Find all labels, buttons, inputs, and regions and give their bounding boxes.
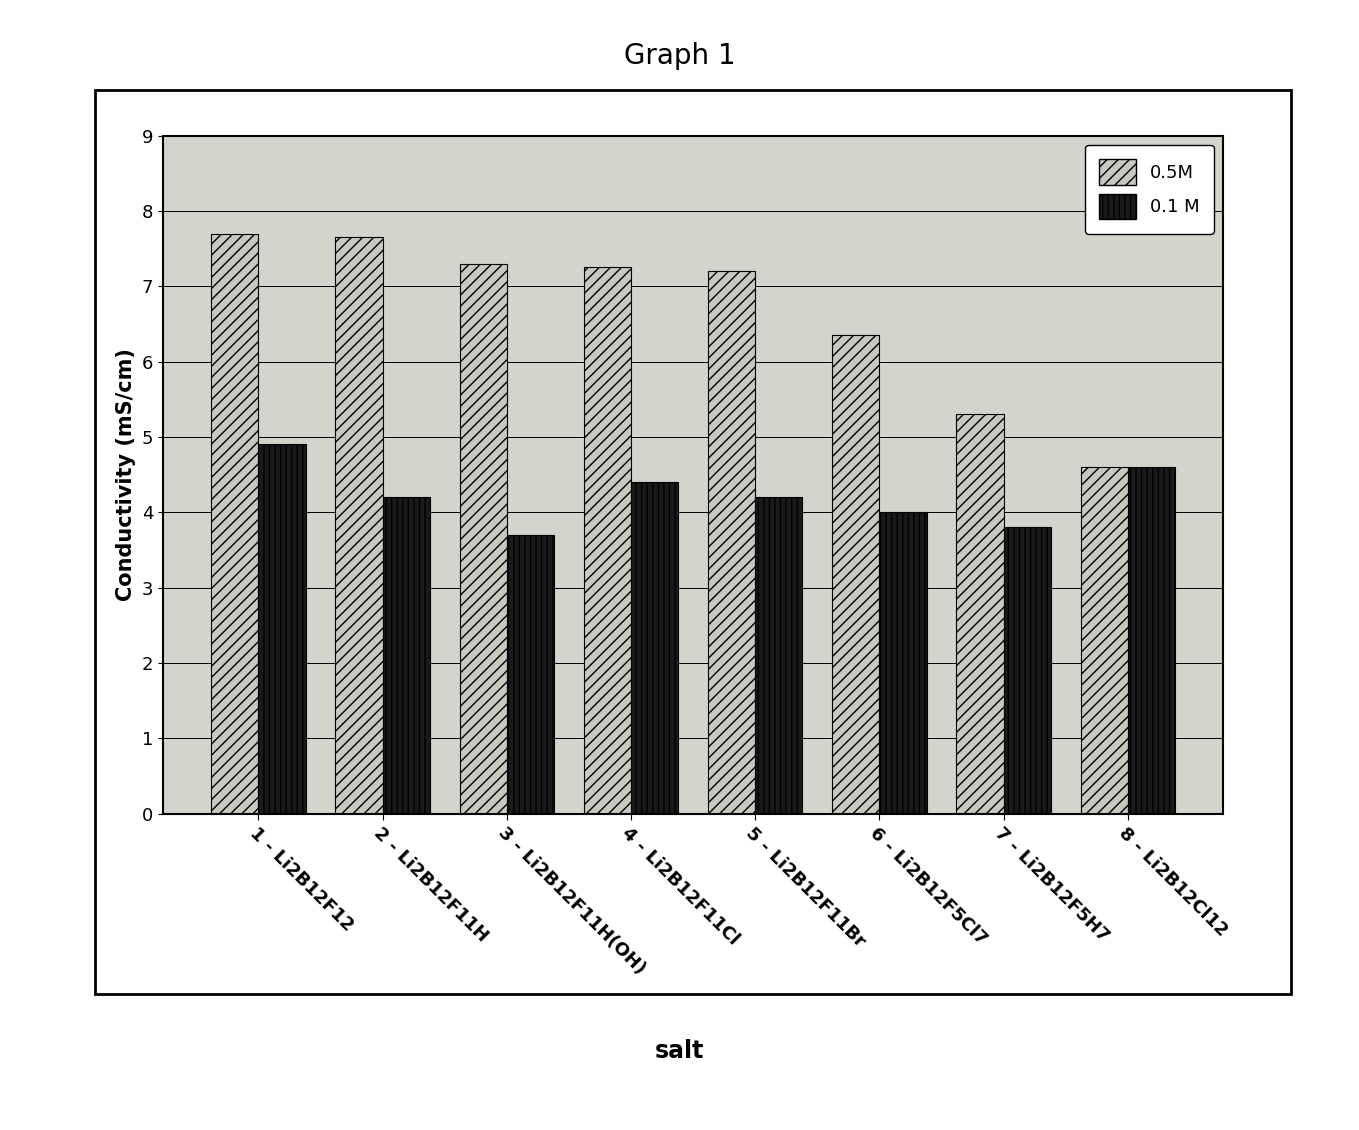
Bar bbox=[1128, 467, 1176, 814]
Legend: 0.5M, 0.1 M: 0.5M, 0.1 M bbox=[1084, 145, 1214, 234]
Bar bbox=[832, 336, 879, 814]
Bar bbox=[1080, 467, 1128, 814]
Bar bbox=[756, 497, 802, 814]
Y-axis label: Conductivity (mS/cm): Conductivity (mS/cm) bbox=[117, 348, 136, 601]
Bar bbox=[336, 237, 383, 814]
Bar bbox=[957, 415, 1003, 814]
Bar bbox=[708, 271, 756, 814]
Bar bbox=[1003, 528, 1051, 814]
Bar bbox=[258, 444, 306, 814]
Bar bbox=[584, 268, 631, 814]
Bar bbox=[631, 483, 678, 814]
Bar bbox=[879, 512, 927, 814]
Bar bbox=[383, 497, 429, 814]
Text: salt: salt bbox=[655, 1038, 704, 1063]
Bar bbox=[459, 263, 507, 814]
Bar bbox=[211, 234, 258, 814]
Bar bbox=[507, 534, 554, 814]
Text: Graph 1: Graph 1 bbox=[624, 43, 735, 70]
